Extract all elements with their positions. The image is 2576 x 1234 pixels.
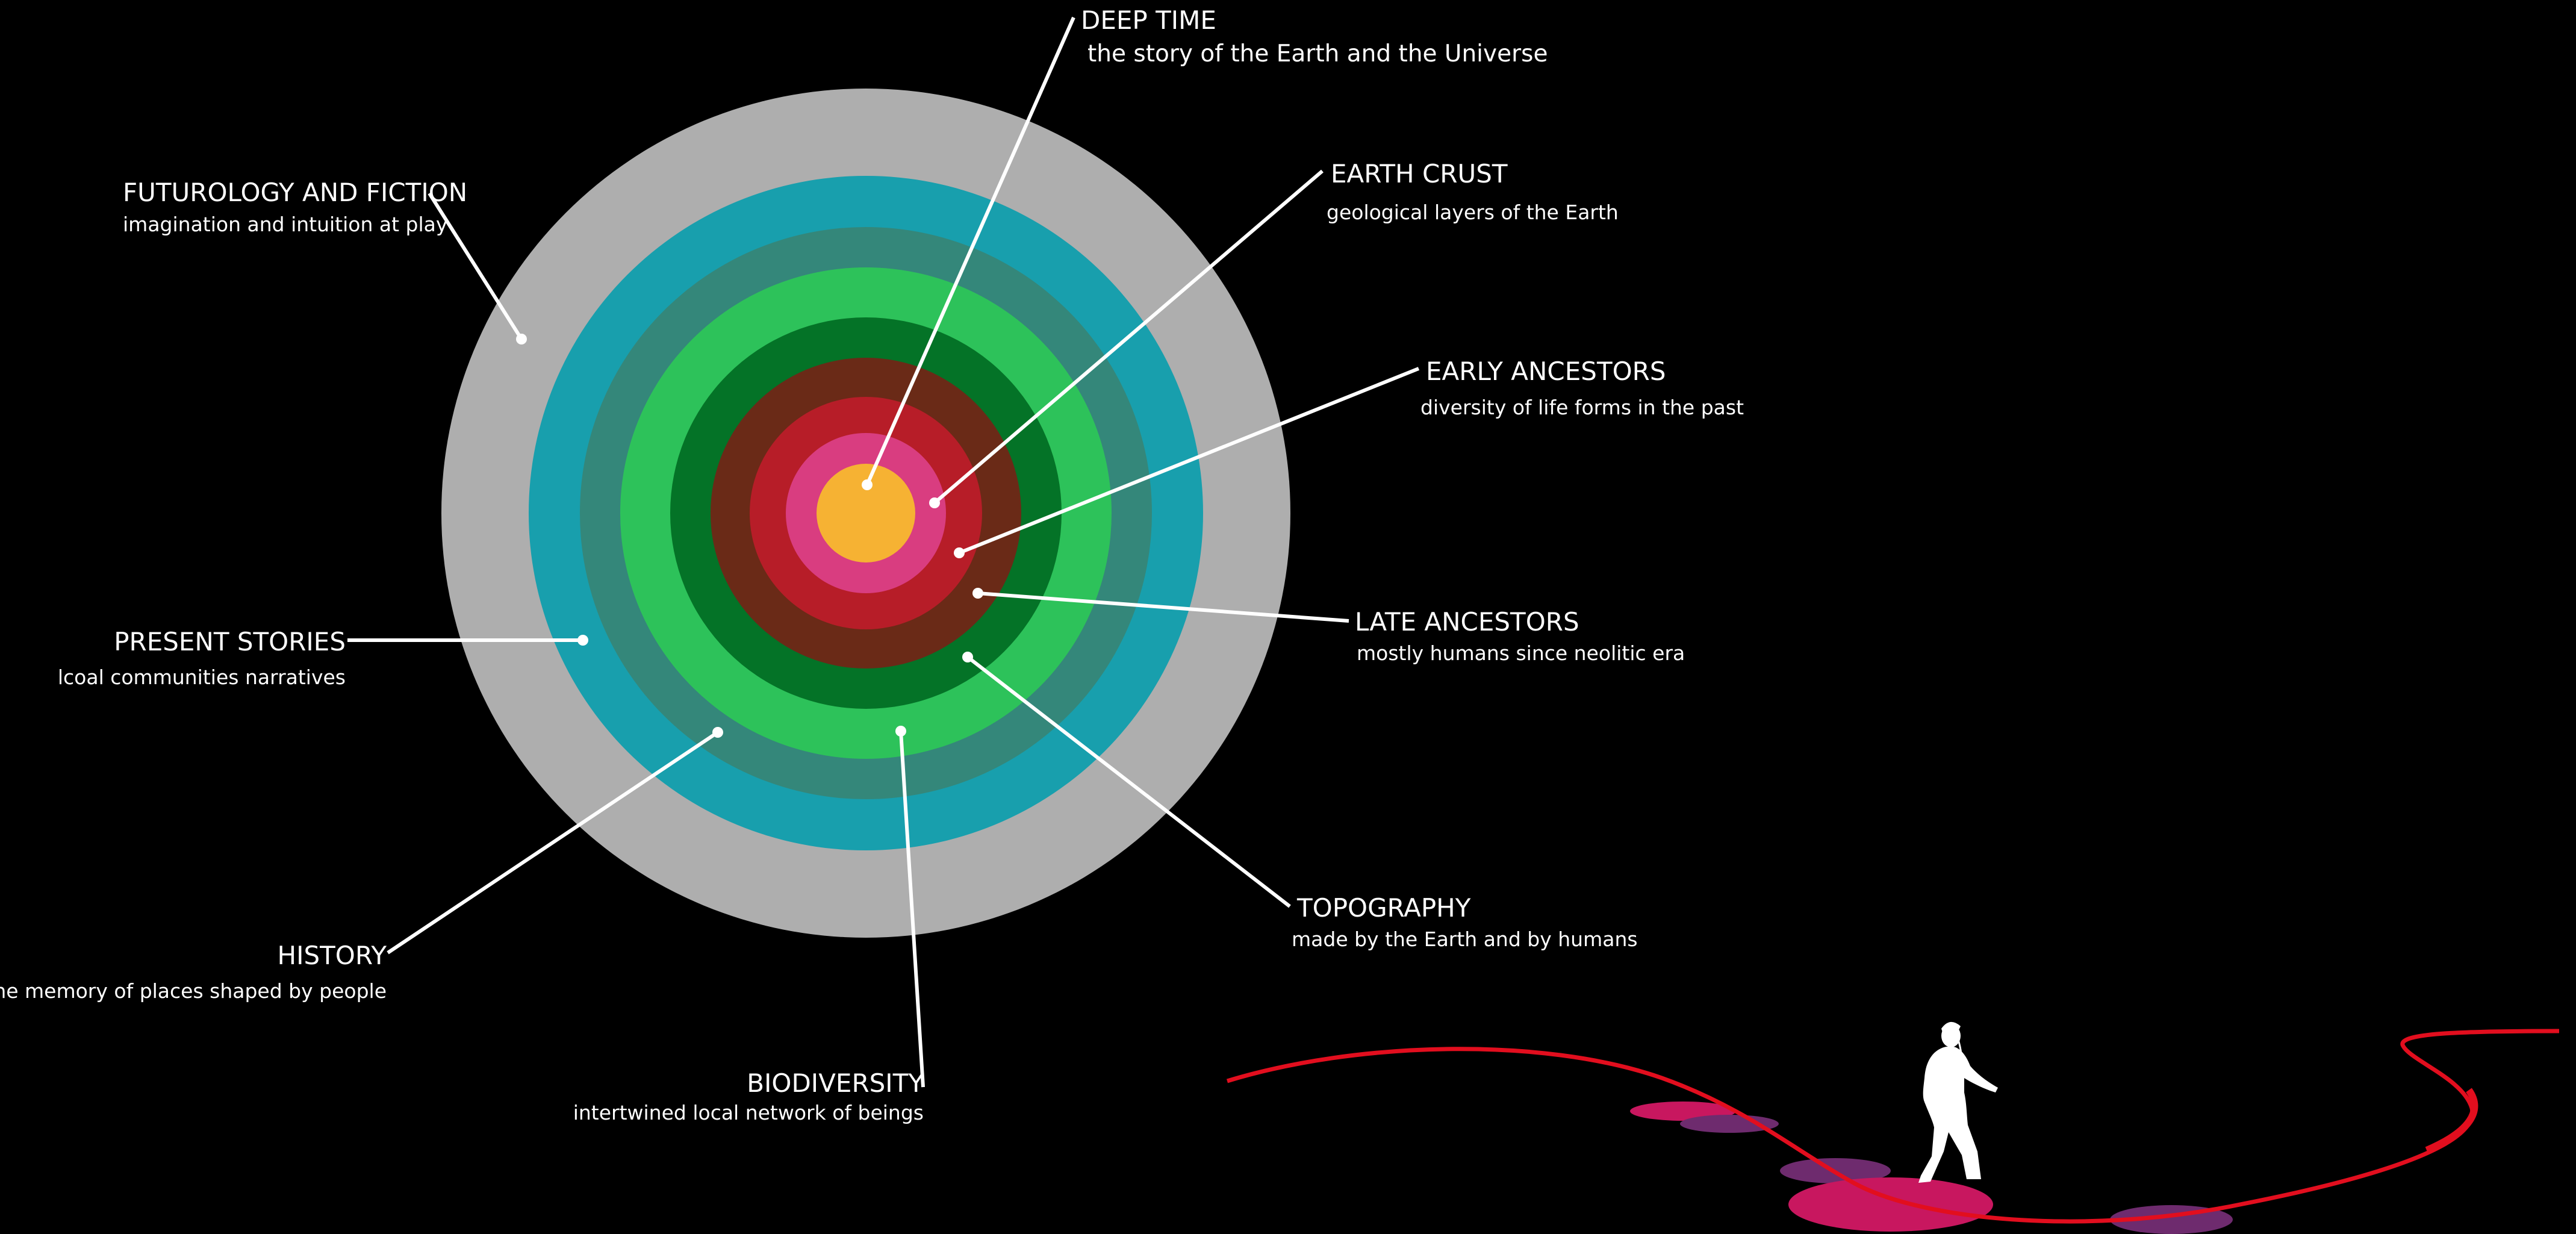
label-title: EARTH CRUST [1331, 159, 1508, 189]
stepping-stone [1788, 1177, 1993, 1232]
anchor-earth-crust [929, 497, 940, 508]
label-subtitle: made by the Earth and by humans [1292, 927, 1638, 951]
anchor-late-ancestors [972, 588, 983, 599]
anchor-deep-time [862, 479, 873, 490]
leader-early-ancestors [958, 367, 1420, 555]
anchor-topography [962, 652, 973, 662]
red-path-line [1226, 1029, 2560, 1224]
walking-person-icon [1918, 1021, 1998, 1183]
layer-rings [441, 89, 1290, 938]
label-history: HISTORY the memory of places shaped by p… [0, 941, 387, 1003]
label-early-ancestors: EARLY ANCESTORS diversity of life forms … [1420, 357, 1744, 419]
label-subtitle: mostly humans since neolitic era [1357, 641, 1685, 665]
ring-deep-time [817, 464, 915, 562]
leader-lines [347, 16, 1420, 1088]
anchor-futurology [516, 334, 527, 344]
red-path-accent [2425, 1088, 2478, 1154]
walker-cap [1941, 1021, 1961, 1032]
label-title: TOPOGRAPHY [1296, 893, 1471, 923]
label-title: LATE ANCESTORS [1355, 607, 1579, 637]
label-late-ancestors: LATE ANCESTORS mostly humans since neoli… [1355, 607, 1685, 665]
leader-topography [966, 655, 1291, 908]
label-title: DEEP TIME [1081, 5, 1216, 35]
label-title: PRESENT STORIES [114, 627, 346, 656]
stepping-stone [1680, 1115, 1779, 1133]
anchor-biodiversity [895, 726, 906, 737]
label-title: EARLY ANCESTORS [1426, 357, 1666, 386]
label-topography: TOPOGRAPHY made by the Earth and by huma… [1292, 893, 1638, 951]
leader-futurology [428, 192, 523, 340]
label-deep-time: DEEP TIME the story of the Earth and the… [1081, 5, 1548, 67]
label-present-stories: PRESENT STORIES lcoal communities narrat… [58, 627, 346, 689]
walker-head [1941, 1024, 1961, 1047]
journey-path [1226, 1021, 2560, 1234]
label-subtitle: diversity of life forms in the past [1420, 396, 1744, 419]
label-biodiversity: BIODIVERSITY intertwined local network o… [573, 1068, 924, 1124]
label-title: BIODIVERSITY [747, 1068, 924, 1098]
label-subtitle: the memory of places shaped by people [0, 979, 387, 1003]
label-earth-crust: EARTH CRUST geological layers of the Ear… [1327, 159, 1619, 224]
label-subtitle: imagination and intuition at play [123, 213, 447, 236]
anchor-history [712, 727, 723, 738]
leader-deep-time [865, 16, 1075, 486]
leader-biodiversity [899, 731, 925, 1088]
labels: DEEP TIME the story of the Earth and the… [0, 5, 1744, 1124]
label-subtitle: intertwined local network of beings [573, 1101, 924, 1124]
label-subtitle: lcoal communities narratives [58, 665, 346, 689]
walker-earphone-cord [1957, 1039, 1964, 1097]
label-subtitle: geological layers of the Earth [1327, 201, 1619, 224]
label-subtitle: the story of the Earth and the Universe [1087, 40, 1548, 67]
anchor-early-ancestors [954, 547, 965, 558]
leader-late-ancestors [977, 591, 1349, 623]
walker-body [1918, 1047, 1998, 1183]
label-title: FUTUROLOGY AND FICTION [123, 178, 467, 207]
label-title: HISTORY [278, 941, 387, 970]
label-futurology: FUTUROLOGY AND FICTION imagination and i… [123, 178, 467, 236]
leader-earth-crust [933, 169, 1324, 505]
anchor-present-stories [577, 635, 588, 646]
leader-history [387, 731, 719, 955]
